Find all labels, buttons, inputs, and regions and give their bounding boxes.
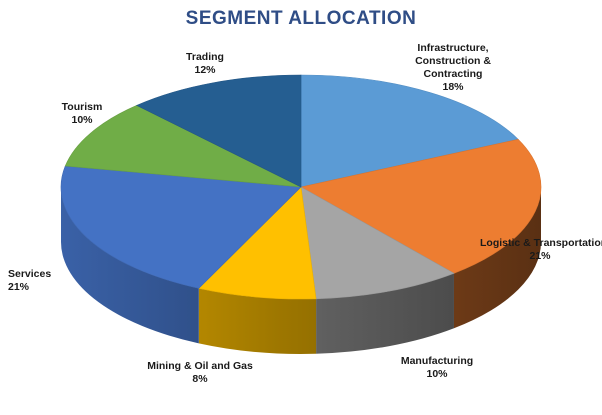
slice-label-services: Services 21% bbox=[8, 268, 52, 293]
pie-top bbox=[60, 74, 542, 300]
slice-manufacturing bbox=[300, 186, 455, 300]
slice-side-mining-oil-and-gas bbox=[198, 288, 317, 354]
pie-sides bbox=[60, 187, 541, 354]
slice-services bbox=[60, 165, 302, 289]
slice-label-infrastructure: Infrastructure, Construction & Contracti… bbox=[415, 42, 491, 93]
slice-side-manufacturing bbox=[316, 273, 454, 354]
slice-label-logistic: Logistic & Transportation 21% bbox=[480, 237, 602, 262]
slice-logistic-transportation bbox=[300, 138, 542, 274]
chart-title: SEGMENT ALLOCATION bbox=[185, 8, 417, 29]
slice-label-mining: Mining & Oil and Gas 8% bbox=[147, 360, 253, 385]
slice-infrastructure-construction-contracting bbox=[300, 74, 519, 188]
slice-trading bbox=[136, 74, 302, 188]
slice-label-tourism: Tourism 10% bbox=[61, 101, 103, 126]
slice-label-trading: Trading 12% bbox=[186, 51, 224, 76]
slice-label-manufacturing: Manufacturing 10% bbox=[400, 355, 474, 380]
slice-mining-oil-and-gas bbox=[198, 186, 317, 300]
slice-side-services bbox=[60, 187, 199, 344]
slice-side-logistic-transportation bbox=[453, 187, 541, 329]
slice-tourism bbox=[64, 105, 302, 188]
